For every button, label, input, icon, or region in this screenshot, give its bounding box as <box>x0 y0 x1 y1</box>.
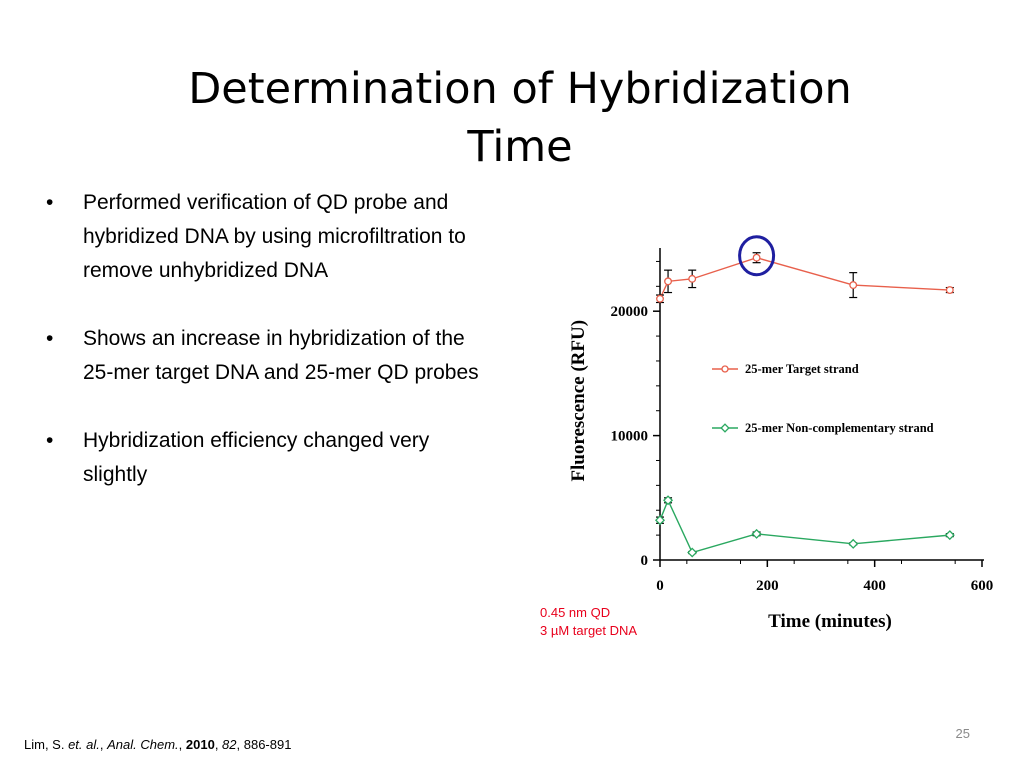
slide-title-line-2: Time <box>467 122 573 172</box>
fluorescence-chart: 0 200 400 600 0 10000 20000 Time (minutes) Fluor… <box>568 235 993 632</box>
citation-sep: , <box>214 737 223 752</box>
data-point <box>721 365 729 373</box>
data-point <box>752 253 761 262</box>
legend-label: 25-mer Target strand <box>745 362 859 376</box>
x-tick-label: 0 <box>656 578 664 594</box>
bullet-dot: • <box>46 429 54 452</box>
citation-author: Lim, S. <box>24 737 69 752</box>
citation-sep: , <box>178 737 186 752</box>
y-tick-label: 10000 <box>611 429 649 445</box>
bullet-item: • Performed verification of QD probe and … <box>46 186 486 288</box>
data-point <box>945 286 954 295</box>
experiment-note: 0.45 nm QD 3 µM target DNA <box>540 604 637 640</box>
slide-number: 25 <box>955 726 970 741</box>
citation-sep: , <box>99 737 108 752</box>
data-point <box>663 495 674 506</box>
citation-pages: , 886-891 <box>236 737 292 752</box>
data-point <box>664 277 672 286</box>
series-line <box>659 498 950 554</box>
bullet-item: • Hybridization efficiency changed very s… <box>46 424 486 492</box>
data-point <box>720 423 730 433</box>
bullet-list: • Performed verification of QD probe and … <box>46 186 486 526</box>
note-target-conc: 3 µM target DNA <box>540 623 638 638</box>
note-qd-size: 0.45 nm QD <box>540 605 611 620</box>
x-tick-label: 600 <box>971 578 994 594</box>
bullet-text: Hybridization efficiency changed very sl… <box>83 429 430 486</box>
data-point <box>944 530 955 541</box>
data-point <box>688 274 697 283</box>
y-tick-label: 20000 <box>611 304 649 320</box>
citation-year: 2010 <box>185 737 215 752</box>
citation-journal: Anal. Chem. <box>107 737 179 752</box>
data-point <box>656 294 664 303</box>
slide-title-line-1: Determination of Hybridization <box>188 64 852 114</box>
data-point <box>751 528 762 539</box>
legend-label: 25-mer Non-complementary strand <box>745 421 934 435</box>
bullet-text: Shows an increase in hybridization of th… <box>83 327 479 384</box>
x-tick-label: 400 <box>863 578 886 594</box>
citation-etal: et. al. <box>68 737 100 752</box>
data-point <box>849 281 858 290</box>
data-point <box>687 547 698 558</box>
y-tick-label: 0 <box>641 553 649 569</box>
citation: Lim, S. et. al., Anal. Chem., 2010, 82, … <box>24 736 291 754</box>
bullet-item: • Shows an increase in hybridization of t… <box>46 322 486 390</box>
slide-title: Determination of Hybridization Time <box>180 60 860 176</box>
data-point <box>848 538 859 549</box>
bullet-dot: • <box>46 191 54 214</box>
data-point <box>654 515 666 526</box>
chart-axes: 0 200 400 600 0 10000 20000 Time (minutes) Fluor… <box>568 248 993 632</box>
bullet-text: Performed verification of QD probe and h… <box>83 191 466 282</box>
x-tick-label: 200 <box>756 578 779 594</box>
series-line <box>659 256 950 300</box>
chart-series <box>654 235 955 558</box>
bullet-dot: • <box>46 327 54 350</box>
chart-legend: 25-mer Target strand 25-mer Non-complemen… <box>712 362 934 435</box>
highlight-circle <box>738 235 776 277</box>
citation-volume: 82 <box>222 737 237 752</box>
y-axis-label: Fluorescence (RFU) <box>568 320 589 482</box>
x-axis-label: Time (minutes) <box>768 611 892 632</box>
